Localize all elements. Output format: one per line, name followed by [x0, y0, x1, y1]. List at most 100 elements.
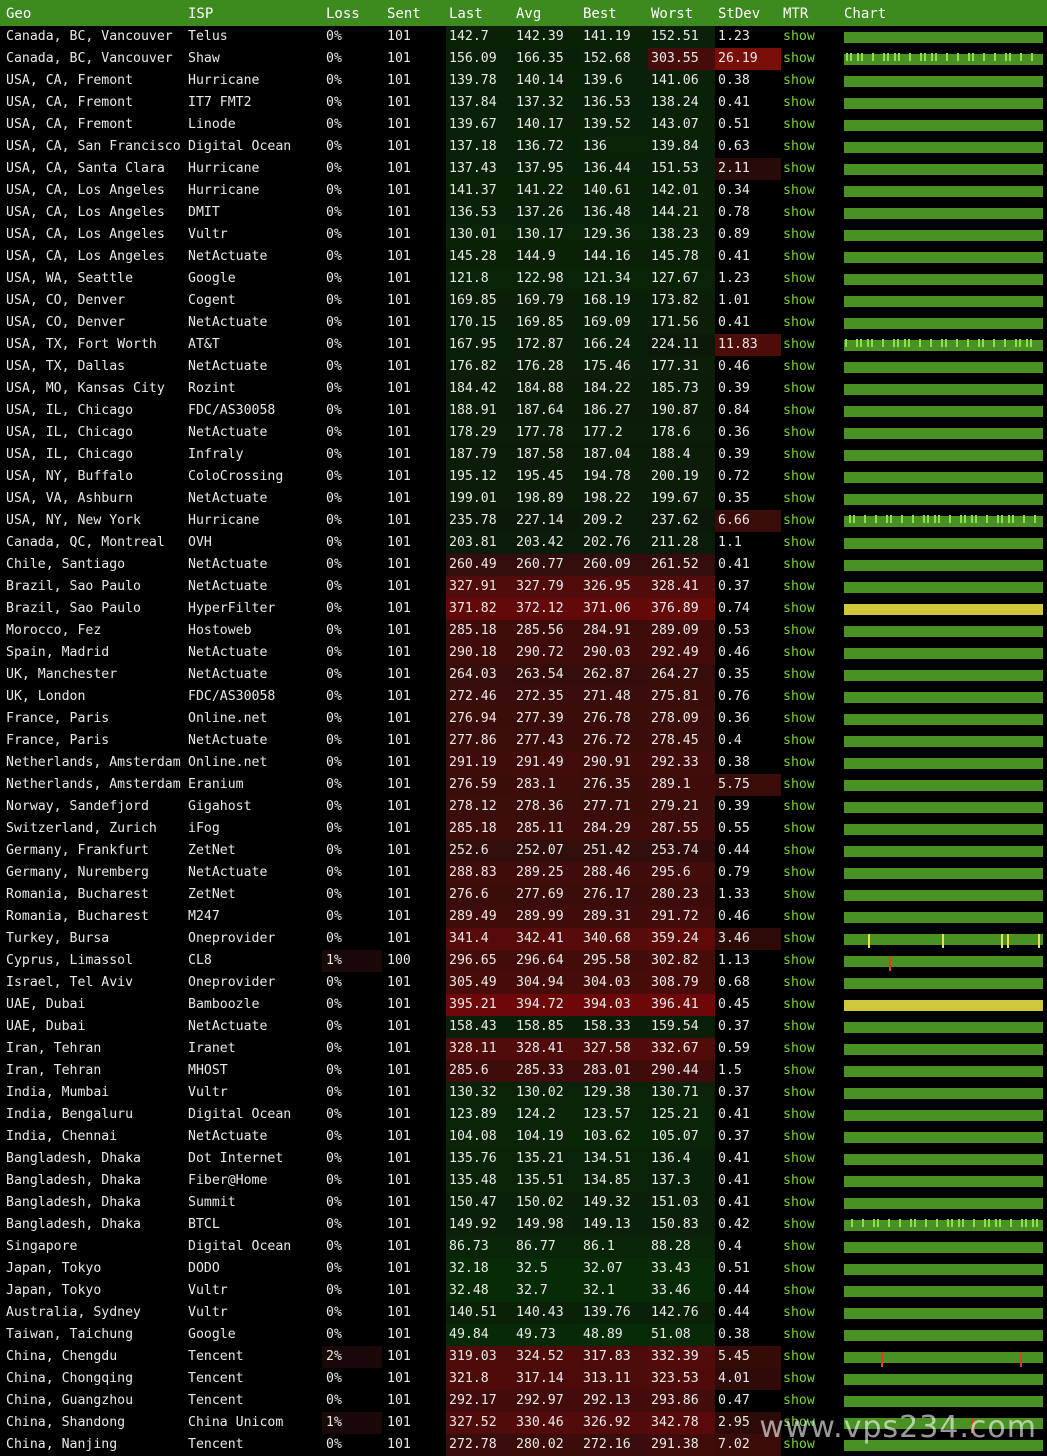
mtr-show-link[interactable]: show [783, 51, 815, 66]
col-header-avg[interactable]: Avg [516, 6, 542, 22]
mtr-show-link[interactable]: show [783, 1437, 815, 1452]
mtr-show-link[interactable]: show [783, 711, 815, 726]
mtr-show-link[interactable]: show [783, 139, 815, 154]
mtr-show-link[interactable]: show [783, 293, 815, 308]
mtr-show-link[interactable]: show [783, 1173, 815, 1188]
mtr-show-link[interactable]: show [783, 1239, 815, 1254]
col-header-worst[interactable]: Worst [651, 6, 694, 22]
mtr-show-link[interactable]: show [783, 777, 815, 792]
jitter-tick [999, 1219, 1001, 1227]
avg-cell-bg [513, 598, 580, 620]
geo-cell: USA, VA, Ashburn [6, 491, 134, 506]
last-cell-bg [446, 906, 513, 928]
best-cell-bg [580, 70, 648, 92]
mtr-show-link[interactable]: show [783, 447, 815, 462]
mtr-show-link[interactable]: show [783, 73, 815, 88]
mtr-show-link[interactable]: show [783, 667, 815, 682]
mtr-show-link[interactable]: show [783, 1349, 815, 1364]
col-header-loss[interactable]: Loss [326, 6, 360, 22]
mtr-show-link[interactable]: show [783, 645, 815, 660]
mtr-show-link[interactable]: show [783, 315, 815, 330]
mtr-show-link[interactable]: show [783, 865, 815, 880]
sent-cell: 101 [387, 821, 411, 836]
mtr-show-link[interactable]: show [783, 799, 815, 814]
mtr-show-link[interactable]: show [783, 337, 815, 352]
mtr-show-link[interactable]: show [783, 689, 815, 704]
mtr-show-link[interactable]: show [783, 1371, 815, 1386]
mtr-show-link[interactable]: show [783, 227, 815, 242]
mtr-show-link[interactable]: show [783, 535, 815, 550]
col-header-mtr[interactable]: MTR [783, 6, 809, 22]
mtr-show-link[interactable]: show [783, 733, 815, 748]
sent-cell: 101 [387, 1349, 411, 1364]
col-header-sent[interactable]: Sent [387, 6, 421, 22]
mtr-show-link[interactable]: show [783, 843, 815, 858]
jitter-tick [947, 1219, 949, 1227]
mtr-show-link[interactable]: show [783, 1393, 815, 1408]
last-cell: 276.59 [449, 777, 497, 792]
mtr-show-link[interactable]: show [783, 381, 815, 396]
mtr-show-link[interactable]: show [783, 1129, 815, 1144]
col-header-geo[interactable]: Geo [6, 6, 32, 22]
col-header-last[interactable]: Last [449, 6, 483, 22]
mtr-show-link[interactable]: show [783, 1217, 815, 1232]
mtr-show-link[interactable]: show [783, 1283, 815, 1298]
mtr-show-link[interactable]: show [783, 755, 815, 770]
mtr-show-link[interactable]: show [783, 1107, 815, 1122]
mtr-show-link[interactable]: show [783, 29, 815, 44]
mtr-show-link[interactable]: show [783, 403, 815, 418]
mtr-show-link[interactable]: show [783, 909, 815, 924]
mtr-show-link[interactable]: show [783, 623, 815, 638]
mtr-show-link[interactable]: show [783, 557, 815, 572]
loss-cell: 0% [326, 425, 342, 440]
loss-cell: 1% [326, 1415, 342, 1430]
mtr-show-link[interactable]: show [783, 975, 815, 990]
mtr-show-link[interactable]: show [783, 1085, 815, 1100]
stdev-cell: 1.23 [718, 29, 750, 44]
mtr-show-link[interactable]: show [783, 579, 815, 594]
stdev-cell: 0.39 [718, 799, 750, 814]
mtr-show-link[interactable]: show [783, 1063, 815, 1078]
table-row: USA, CA, San Francisco Digital Ocean 0% 101… [0, 136, 1047, 158]
mtr-show-link[interactable]: show [783, 513, 815, 528]
mtr-show-link[interactable]: show [783, 1151, 815, 1166]
mtr-show-link[interactable]: show [783, 249, 815, 264]
col-header-best[interactable]: Best [583, 6, 617, 22]
mtr-show-link[interactable]: show [783, 1019, 815, 1034]
mtr-show-link[interactable]: show [783, 469, 815, 484]
mtr-show-link[interactable]: show [783, 491, 815, 506]
mtr-show-link[interactable]: show [783, 1415, 815, 1430]
mtr-show-link[interactable]: show [783, 359, 815, 374]
mtr-show-link[interactable]: show [783, 183, 815, 198]
mtr-show-link[interactable]: show [783, 1261, 815, 1276]
col-header-isp[interactable]: ISP [188, 6, 214, 22]
worst-cell-bg [648, 378, 715, 400]
col-header-chart[interactable]: Chart [844, 6, 887, 22]
col-header-stdev[interactable]: StDev [718, 6, 761, 22]
jitter-tick [994, 53, 996, 61]
mtr-show-link[interactable]: show [783, 1195, 815, 1210]
mtr-show-link[interactable]: show [783, 425, 815, 440]
mtr-show-link[interactable]: show [783, 997, 815, 1012]
avg-cell: 292.97 [516, 1393, 564, 1408]
mtr-show-link[interactable]: show [783, 953, 815, 968]
mtr-show-link[interactable]: show [783, 821, 815, 836]
avg-cell: 176.28 [516, 359, 564, 374]
latency-chart-bar [844, 780, 1043, 791]
mtr-show-link[interactable]: show [783, 271, 815, 286]
mtr-show-link[interactable]: show [783, 1327, 815, 1342]
table-row: France, Paris Online.net 0% 101 276.94 277.39… [0, 708, 1047, 730]
mtr-show-link[interactable]: show [783, 95, 815, 110]
mtr-show-link[interactable]: show [783, 205, 815, 220]
mtr-show-link[interactable]: show [783, 1041, 815, 1056]
best-cell-bg [580, 840, 648, 862]
mtr-show-link[interactable]: show [783, 117, 815, 132]
mtr-show-link[interactable]: show [783, 931, 815, 946]
mtr-show-link[interactable]: show [783, 601, 815, 616]
worst-cell: 290.44 [651, 1063, 699, 1078]
mtr-show-link[interactable]: show [783, 887, 815, 902]
mtr-show-link[interactable]: show [783, 161, 815, 176]
worst-cell: 188.4 [651, 447, 691, 462]
mtr-show-link[interactable]: show [783, 1305, 815, 1320]
table-row: USA, CA, Los Angeles Hurricane 0% 101 141.37… [0, 180, 1047, 202]
